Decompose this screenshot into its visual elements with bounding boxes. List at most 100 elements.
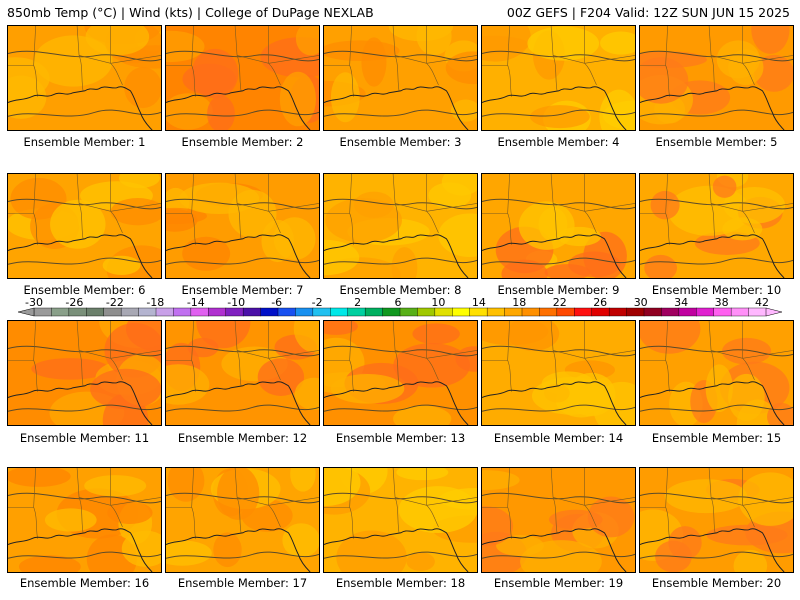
colorbar-segment — [86, 307, 105, 317]
colorbar-segment — [556, 307, 575, 317]
colorbar-segment — [242, 307, 262, 317]
colorbar-segment — [68, 307, 87, 317]
colorbar-segment — [103, 307, 122, 317]
colorbar-segment — [173, 307, 192, 317]
ensemble-member-label: Ensemble Member: 4 — [497, 135, 620, 149]
ensemble-map-9 — [481, 173, 636, 279]
colorbar-segment — [225, 307, 244, 317]
colorbar-tick-label: -18 — [146, 296, 164, 309]
ensemble-map-15 — [639, 320, 794, 426]
colorbar-segment — [277, 307, 296, 317]
colorbar-tick-label: 22 — [553, 296, 567, 309]
colorbar-tick-label: 42 — [755, 296, 769, 309]
ensemble-map-14 — [481, 320, 636, 426]
ensemble-map-18 — [323, 467, 478, 573]
colorbar-segment — [33, 307, 52, 317]
colorbar-segment — [748, 307, 767, 317]
ensemble-member-label: Ensemble Member: 16 — [19, 576, 150, 590]
colorbar-tick-label: 30 — [634, 296, 648, 309]
colorbar-segment — [486, 307, 506, 317]
ensemble-member-label: Ensemble Member: 1 — [23, 135, 146, 149]
ensemble-member-label: Ensemble Member: 18 — [335, 576, 466, 590]
ensemble-map-20 — [639, 467, 794, 573]
colorbar-segment — [608, 307, 628, 317]
colorbar-tick-label: 6 — [395, 296, 402, 309]
colorbar-segment — [713, 307, 732, 317]
ensemble-member-label: Ensemble Member: 3 — [339, 135, 462, 149]
ensemble-map-6 — [7, 173, 162, 279]
colorbar-segment — [504, 307, 523, 317]
colorbar-segment — [190, 307, 209, 317]
colorbar-segment — [696, 307, 715, 317]
colorbar-segment — [661, 307, 680, 317]
ensemble-map-5 — [639, 25, 794, 131]
colorbar-left-arrow — [17, 307, 35, 317]
colorbar-segment — [330, 307, 349, 317]
colorbar-segment — [312, 307, 331, 317]
ensemble-map-2 — [165, 25, 320, 131]
temperature-colorbar: -30 -26 -22 -18 -14 -10 -6 -2 2 6 10 14 18 22 26 30 34 38… — [17, 296, 783, 317]
ensemble-member-label: Ensemble Member: 9 — [497, 283, 620, 297]
colorbar-segment — [138, 307, 157, 317]
colorbar-segment — [643, 307, 662, 317]
colorbar-tick-label: 38 — [715, 296, 729, 309]
colorbar-segment — [120, 307, 140, 317]
colorbar-segment — [347, 307, 366, 317]
ensemble-member-label: Ensemble Member: 20 — [651, 576, 782, 590]
colorbar-segment — [626, 307, 645, 317]
ensemble-map-10 — [639, 173, 794, 279]
ensemble-member-label: Ensemble Member: 13 — [335, 431, 466, 445]
ensemble-map-7 — [165, 173, 320, 279]
ensemble-member-label: Ensemble Member: 10 — [651, 283, 782, 297]
colorbar-segment — [539, 307, 558, 317]
colorbar-segment — [452, 307, 471, 317]
ensemble-map-16 — [7, 467, 162, 573]
colorbar-segment — [260, 307, 279, 317]
colorbar-segment — [295, 307, 314, 317]
colorbar-segment — [469, 307, 488, 317]
colorbar-segment — [434, 307, 453, 317]
ensemble-map-19 — [481, 467, 636, 573]
ensemble-member-label: Ensemble Member: 15 — [651, 431, 782, 445]
ensemble-member-label: Ensemble Member: 5 — [655, 135, 778, 149]
colorbar-segment — [364, 307, 384, 317]
colorbar-segment — [521, 307, 540, 317]
colorbar-right-arrow — [765, 307, 783, 317]
ensemble-member-label: Ensemble Member: 12 — [177, 431, 308, 445]
chart-title-right: 00Z GEFS | F204 Valid: 12Z SUN JUN 15 20… — [506, 5, 790, 20]
colorbar-tick-label: -2 — [312, 296, 323, 309]
colorbar-segment — [417, 307, 436, 317]
colorbar-segment — [208, 307, 227, 317]
ensemble-member-label: Ensemble Member: 8 — [339, 283, 462, 297]
ensemble-map-11 — [7, 320, 162, 426]
colorbar-segment — [730, 307, 750, 317]
colorbar-segment — [51, 307, 70, 317]
ensemble-member-label: Ensemble Member: 11 — [19, 431, 150, 445]
ensemble-map-1 — [7, 25, 162, 131]
colorbar-tick-label: 2 — [354, 296, 361, 309]
colorbar-segment — [591, 307, 610, 317]
ensemble-member-label: Ensemble Member: 17 — [177, 576, 308, 590]
ensemble-map-3 — [323, 25, 478, 131]
ensemble-member-label: Ensemble Member: 7 — [181, 283, 304, 297]
ensemble-member-label: Ensemble Member: 14 — [493, 431, 624, 445]
chart-title-left: 850mb Temp (°C) | Wind (kts) | College o… — [7, 5, 374, 20]
colorbar-tick-label: -10 — [227, 296, 245, 309]
colorbar-tick-label: -26 — [65, 296, 83, 309]
colorbar-tick-label: -22 — [106, 296, 124, 309]
ensemble-map-13 — [323, 320, 478, 426]
colorbar-tick-label: 18 — [512, 296, 526, 309]
ensemble-map-8 — [323, 173, 478, 279]
colorbar-tick-label: -30 — [25, 296, 43, 309]
ensemble-member-label: Ensemble Member: 6 — [23, 283, 146, 297]
ensemble-map-17 — [165, 467, 320, 573]
ensemble-member-label: Ensemble Member: 19 — [493, 576, 624, 590]
colorbar-segment — [678, 307, 697, 317]
colorbar-tick-label: -14 — [187, 296, 205, 309]
colorbar-tick-label: -6 — [271, 296, 282, 309]
ensemble-member-label: Ensemble Member: 2 — [181, 135, 304, 149]
colorbar-segment — [399, 307, 418, 317]
colorbar-segment — [574, 307, 593, 317]
colorbar-tick-label: 10 — [431, 296, 445, 309]
colorbar-tick-label: 34 — [674, 296, 688, 309]
